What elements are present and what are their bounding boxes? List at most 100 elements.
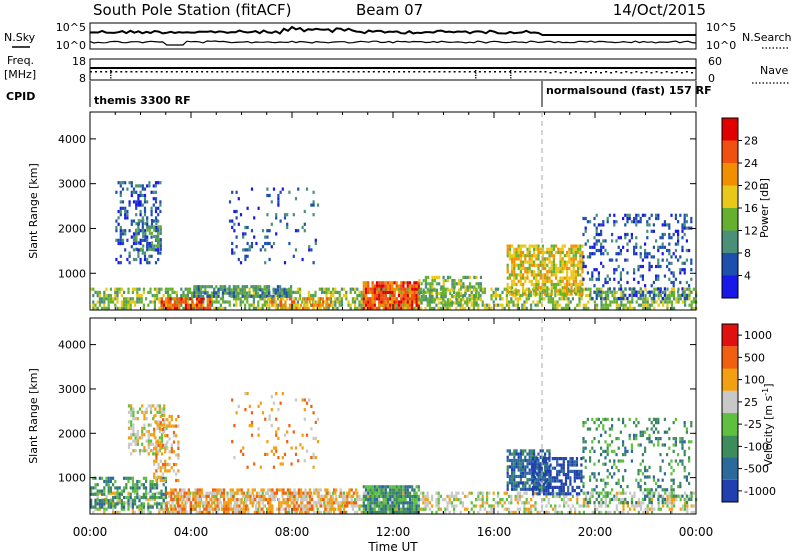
velocity-cell [602,494,605,498]
power-cell [681,236,684,240]
power-cell [506,282,509,287]
power-cell [657,287,660,291]
power-cell [503,306,506,310]
power-cell [593,300,596,304]
power-cell [633,220,636,224]
velocity-cell [127,505,130,509]
power-cell [248,303,251,307]
velocity-cell [479,507,482,511]
power-cell [261,291,264,295]
velocity-cell [261,507,264,511]
velocity-cell [375,498,379,502]
velocity-cell [481,501,484,505]
power-cell [202,306,205,310]
power-cell [544,279,547,283]
power-cell [375,306,379,310]
power-cell [563,289,566,293]
power-cell [442,295,445,299]
power-cell [470,297,473,301]
power-cell [293,306,296,310]
power-cell [143,251,147,255]
velocity-cell [295,504,298,508]
power-cell [428,306,431,310]
power-cell [114,297,117,301]
nave-dot [105,71,108,73]
velocity-cell [420,507,423,511]
power-cell [424,306,427,310]
power-cell [321,290,324,294]
velocity-cell [178,510,181,514]
power-cell [659,290,662,294]
power-cell [657,248,660,253]
power-cell [666,248,669,253]
power-cell [579,263,582,267]
power-cell [411,300,414,304]
velocity-cell [167,507,170,511]
velocity-cell [136,489,139,493]
power-cell [648,268,651,272]
power-cell [483,287,486,291]
velocity-cell [380,501,383,505]
velocity-cell [536,466,539,470]
velocity-cell [114,505,117,509]
velocity-cell [391,510,394,514]
velocity-cell [227,498,230,502]
power-cell [154,216,158,220]
power-cell [135,234,138,239]
velocity-cell [411,510,414,514]
velocity-cell [360,504,363,508]
power-cell [613,277,616,281]
power-cell [611,290,614,294]
power-y-tick-label: 4000 [58,133,86,146]
velocity-cell [516,498,519,502]
power-cell [515,263,518,267]
velocity-cell [212,491,215,495]
power-cell [604,280,607,285]
power-cell [235,209,238,214]
power-cell [526,270,529,274]
velocity-cell [330,507,333,511]
velocity-cell [534,466,537,470]
power-cell [613,213,616,217]
power-cell [477,303,480,307]
power-cell [626,306,629,310]
power-cell [182,290,185,294]
velocity-cell [522,481,525,485]
power-cell [303,209,306,214]
velocity-cell [393,491,396,495]
power-cell [555,250,558,255]
power-cell [336,300,339,304]
power-cell [130,235,133,239]
velocity-cell [198,488,201,492]
velocity-cell [411,485,414,489]
power-cell [124,213,127,217]
nave-dot [675,71,678,73]
velocity-cell [420,498,423,502]
power-cell [552,282,555,287]
power-cell [617,252,620,256]
velocity-cell [333,510,336,514]
power-cell [268,229,271,233]
power-cell [233,229,236,233]
velocity-cell [404,485,407,489]
power-cell [228,294,231,298]
velocity-cell [558,494,561,498]
power-cell [431,298,434,302]
velocity-cell [503,501,506,505]
nave-dot [443,71,446,73]
velocity-cell [300,491,303,495]
velocity-cell [109,491,112,495]
velocity-cell [103,492,106,496]
velocity-cell [406,510,409,514]
power-cell [241,291,244,295]
power-cell [314,241,317,246]
power-cell [233,297,236,301]
power-cell [557,282,560,287]
power-cell [690,268,693,272]
velocity-cell [408,504,412,508]
power-cell [433,306,436,310]
velocity-cell [229,498,232,502]
power-cell [461,294,464,298]
velocity-cell [516,501,519,505]
velocity-cell [225,507,228,511]
